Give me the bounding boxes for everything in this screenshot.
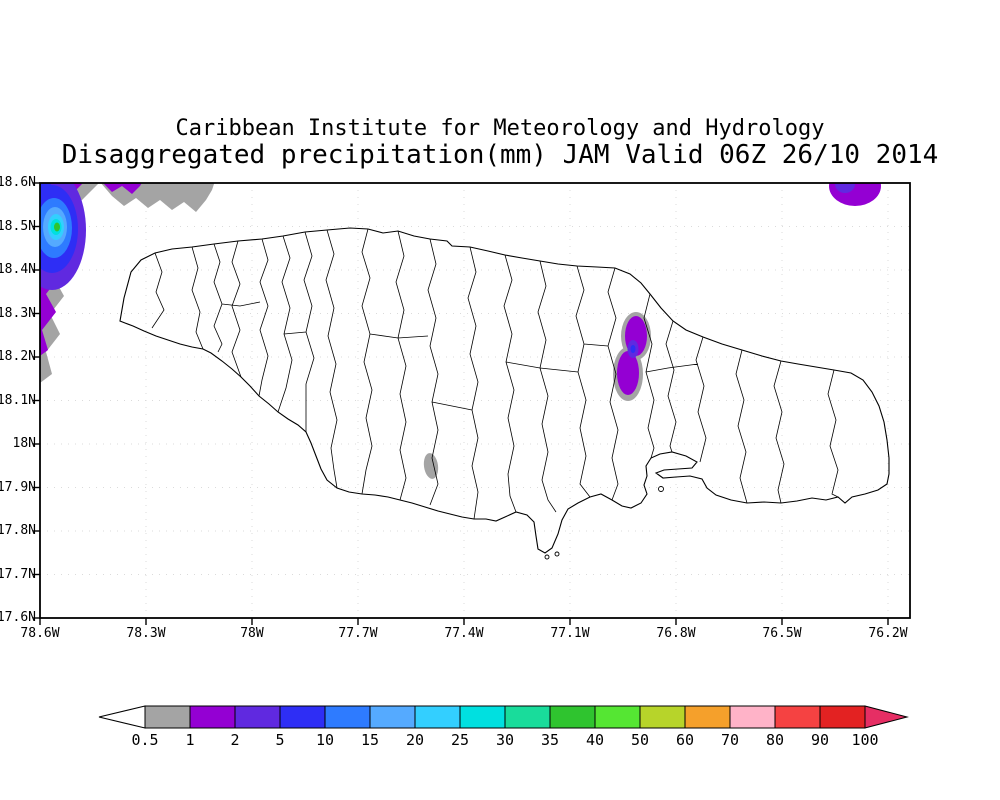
x-tick-label: 78W: [240, 626, 264, 641]
y-tick-label: 17.7N: [0, 566, 36, 582]
x-tick-label: 76.8W: [656, 626, 696, 641]
y-tick-label: 17.9N: [0, 479, 36, 495]
colorbar-label: 90: [810, 731, 830, 749]
y-tick-label: 18.2N: [0, 349, 36, 364]
colorbar-label: 20: [405, 731, 425, 749]
x-tick-label: 77.1W: [550, 626, 590, 641]
colorbar-segment: [684, 705, 731, 729]
colorbar-label: 35: [540, 731, 560, 749]
colorbar-label: 10: [315, 731, 335, 749]
colorbar-segment: [819, 705, 866, 729]
colorbar: [98, 705, 909, 729]
colorbar-segment: [279, 705, 326, 729]
colorbar-label: 40: [585, 731, 605, 749]
colorbar-arrow-below: [98, 705, 146, 729]
colorbar-label: 25: [450, 731, 470, 749]
precip-shading: [40, 183, 881, 479]
colorbar-label: 60: [675, 731, 695, 749]
colorbar-segment: [189, 705, 236, 729]
x-tick-label: 76.2W: [868, 626, 908, 641]
colorbar-segment: [234, 705, 281, 729]
colorbar-segment: [594, 705, 641, 729]
colorbar-label: 1: [185, 731, 195, 749]
colorbar-segment: [369, 705, 416, 729]
colorbar-segment: [144, 705, 191, 729]
colorbar-label: 50: [630, 731, 650, 749]
colorbar-segment: [414, 705, 461, 729]
x-tick-label: 78.3W: [126, 626, 166, 641]
title-product: Disaggregated precipitation(mm) JAM Vali…: [61, 140, 939, 170]
y-tick-label: 17.6N: [0, 610, 36, 625]
colorbar-label: 70: [720, 731, 740, 749]
offshore-cay: [554, 551, 560, 557]
colorbar-segment: [639, 705, 686, 729]
colorbar-segment: [774, 705, 821, 729]
title-institution: Caribbean Institute for Meteorology and …: [175, 116, 825, 141]
colorbar-label: 0.5: [131, 731, 159, 749]
precip-cell-northeast-offshore: [829, 183, 881, 206]
y-tick-label: 18.5N: [0, 218, 36, 234]
offshore-cays: [544, 486, 664, 560]
jamaica-coastline: [119, 227, 890, 554]
y-tick-label: 18.3N: [0, 305, 36, 321]
x-tick-label: 77.4W: [444, 626, 484, 641]
y-tick-label: 18.6N: [0, 175, 36, 190]
colorbar-label: 15: [360, 731, 380, 749]
x-tick-label: 78.6W: [20, 626, 60, 641]
colorbar-segment: [549, 705, 596, 729]
colorbar-label: 80: [765, 731, 785, 749]
precip-trace-south-central: [423, 453, 439, 479]
colorbar-segment: [459, 705, 506, 729]
y-tick-label: 17.8N: [0, 523, 36, 538]
colorbar-label: 5: [275, 731, 285, 749]
colorbar-arrow-above: [864, 705, 909, 729]
y-tick-label: 18N: [12, 436, 36, 451]
y-tick-label: 18.1N: [0, 392, 36, 408]
x-tick-label: 76.5W: [762, 626, 802, 641]
y-tick-label: 18.4N: [0, 262, 36, 277]
offshore-cay: [544, 554, 550, 560]
x-tick-label: 77.7W: [338, 626, 378, 641]
offshore-cay: [658, 486, 664, 492]
colorbar-segment: [729, 705, 776, 729]
precip-shading-northwest: [40, 183, 215, 383]
colorbar-segment: [504, 705, 551, 729]
colorbar-segment: [324, 705, 371, 729]
colorbar-label: 100: [851, 731, 879, 749]
precip-cell-inland-east: [613, 312, 651, 401]
colorbar-label: 2: [230, 731, 240, 749]
axis-ticks: [33, 182, 889, 625]
colorbar-label: 30: [495, 731, 515, 749]
watershed-boundaries: [151, 228, 839, 520]
